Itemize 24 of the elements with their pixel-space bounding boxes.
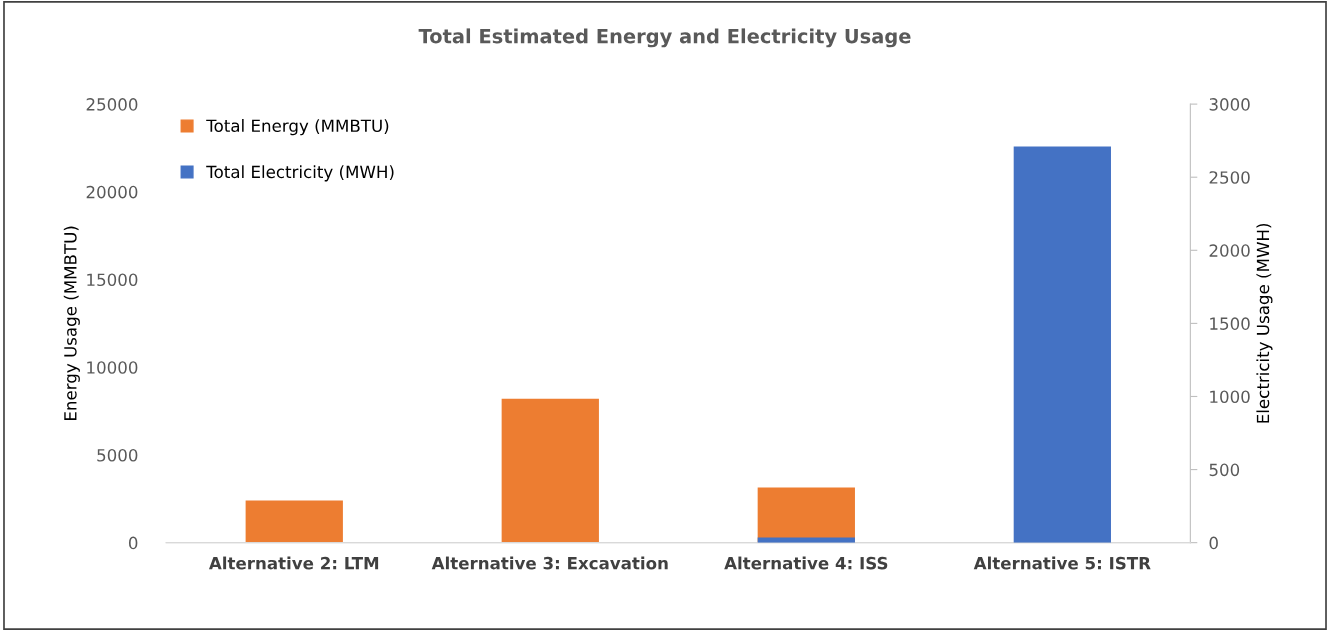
y-tick-label: 25000: [86, 98, 138, 111]
y-tick-label: 15000: [87, 273, 138, 287]
y-tick-label: 20000: [86, 185, 138, 199]
bar: [245, 500, 343, 543]
y-axis-title: Energy Usage (MMBTU): [63, 226, 80, 420]
y2-tick-label: 1000: [1210, 390, 1250, 404]
y-tick-label: 10000: [87, 361, 138, 374]
y2-tick-label: 3000: [1209, 98, 1250, 111]
legend-label: Total Electricity (MWH): [206, 165, 394, 182]
x-tick-label: Alternative 3: Excavation: [431, 556, 668, 570]
bar: [501, 398, 599, 543]
x-tick-label: Alternative 2: LTM: [208, 556, 379, 570]
y2-tick-label: 500: [1209, 463, 1240, 477]
y2-axis-title: Electricity Usage (MWH): [1256, 223, 1273, 423]
y2-tick-label: 2500: [1209, 171, 1250, 184]
y2-tick-label: 1500: [1210, 317, 1250, 330]
y2-tick-label: 0: [1209, 536, 1218, 550]
legend-label: Total Energy (MMBTU): [206, 119, 389, 136]
chart-title: Total Estimated Energy and Electricity Usage: [418, 28, 911, 48]
y2-tick-label: 2000: [1209, 244, 1250, 257]
y-tick-label: 5000: [97, 448, 138, 462]
x-tick-label: Alternative 5: ISTR: [973, 556, 1151, 570]
y-tick-label: 0: [128, 536, 138, 550]
x-tick-label: Alternative 4: ISS: [724, 556, 888, 570]
